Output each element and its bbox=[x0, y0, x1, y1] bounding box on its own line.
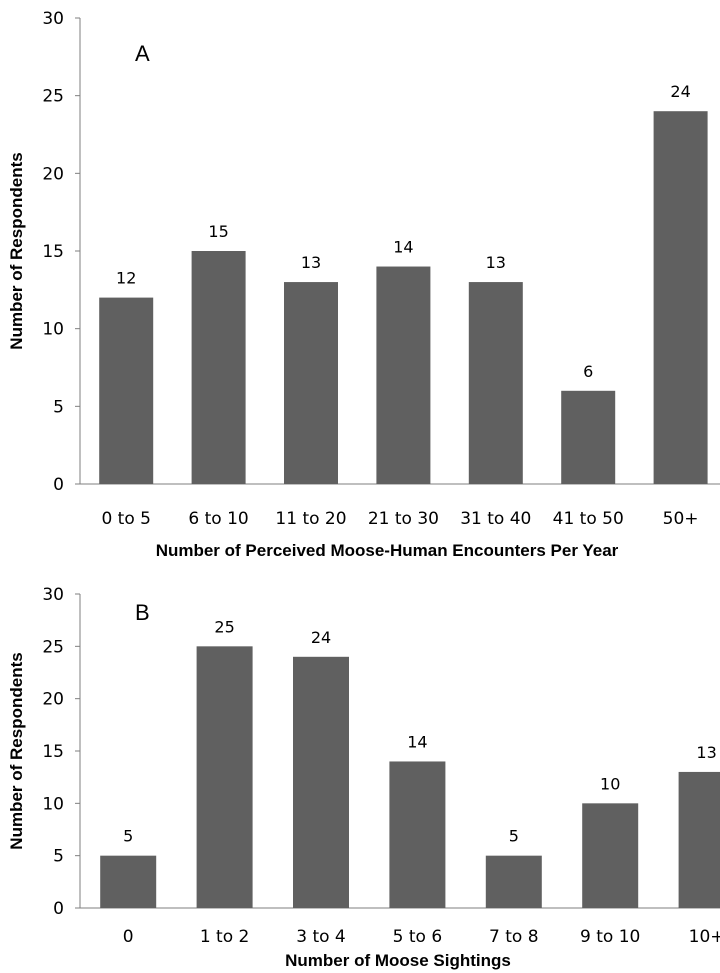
x-tick-label: 1 to 2 bbox=[200, 927, 250, 947]
data-label: 5 bbox=[509, 827, 519, 846]
y-tick-label: 10 bbox=[42, 320, 64, 340]
bar bbox=[468, 282, 523, 484]
chart-b: B 0 5 10 15 20 25 30 0 1 to 2 3 to 4 5 to 6 7 to 8… bbox=[7, 585, 720, 970]
data-label: 14 bbox=[393, 238, 413, 257]
y-tick-label: 20 bbox=[42, 164, 64, 184]
chart-a: A 0 5 10 15 20 25 30 0 to 5 6 to 10 11 to 20 21 t… bbox=[7, 9, 720, 560]
data-label: 6 bbox=[583, 362, 593, 381]
y-tick-label: 15 bbox=[42, 742, 64, 762]
x-tick-label: 6 to 10 bbox=[188, 509, 248, 529]
y-tick-label: 30 bbox=[42, 585, 64, 605]
y-tick-label: 30 bbox=[42, 9, 64, 29]
bar bbox=[389, 761, 446, 908]
bars-b bbox=[100, 646, 720, 908]
x-tick-label: 0 bbox=[123, 927, 134, 947]
bar bbox=[678, 771, 720, 908]
data-label: 10 bbox=[600, 774, 620, 793]
y-tick-label: 5 bbox=[53, 847, 64, 867]
x-tick-label: 11 to 20 bbox=[275, 509, 346, 529]
y-tick-label: 25 bbox=[42, 87, 64, 107]
bar bbox=[191, 251, 246, 484]
x-ticks-b: 0 1 to 2 3 to 4 5 to 6 7 to 8 9 to 10 10+ bbox=[123, 927, 720, 947]
data-label: 14 bbox=[407, 732, 427, 751]
y-tick-label: 0 bbox=[53, 475, 64, 495]
bar bbox=[561, 390, 616, 484]
bar bbox=[284, 282, 338, 484]
y-ticks-a: 0 5 10 15 20 25 30 bbox=[42, 9, 80, 495]
x-tick-label: 0 to 5 bbox=[101, 509, 151, 529]
x-tick-label: 10+ bbox=[689, 927, 720, 947]
data-label: 15 bbox=[208, 222, 228, 241]
bar bbox=[582, 803, 639, 908]
bar bbox=[293, 656, 349, 908]
x-tick-label: 3 to 4 bbox=[296, 927, 346, 947]
x-axis-title-b: Number of Moose Sightings bbox=[285, 951, 511, 970]
x-tick-label: 31 to 40 bbox=[460, 509, 531, 529]
data-label: 5 bbox=[123, 827, 133, 846]
y-tick-label: 10 bbox=[42, 794, 64, 814]
bars-a bbox=[99, 111, 708, 484]
y-ticks-b: 0 5 10 15 20 25 30 bbox=[42, 585, 80, 919]
y-tick-label: 0 bbox=[53, 899, 64, 919]
x-axis-title-a: Number of Perceived Moose-Human Encounte… bbox=[156, 541, 619, 560]
y-axis-title-a: Number of Respondents bbox=[7, 152, 26, 349]
data-label: 13 bbox=[301, 253, 321, 272]
y-tick-label: 25 bbox=[42, 637, 64, 657]
x-ticks-a: 0 to 5 6 to 10 11 to 20 21 to 30 31 to 40 41 … bbox=[101, 509, 698, 529]
data-labels-b: 5 25 24 14 5 10 13 bbox=[123, 617, 717, 845]
data-label: 25 bbox=[214, 617, 234, 636]
bar bbox=[99, 297, 154, 484]
y-tick-label: 20 bbox=[42, 690, 64, 710]
y-tick-label: 15 bbox=[42, 242, 64, 262]
y-tick-label: 5 bbox=[53, 397, 64, 417]
x-tick-label: 5 to 6 bbox=[393, 927, 443, 947]
data-labels-a: 12 15 13 14 13 6 24 bbox=[116, 82, 691, 381]
data-label: 24 bbox=[670, 82, 690, 101]
x-tick-label: 41 to 50 bbox=[553, 509, 624, 529]
data-label: 13 bbox=[696, 743, 716, 762]
x-tick-label: 9 to 10 bbox=[580, 927, 640, 947]
bar bbox=[376, 266, 431, 484]
bar bbox=[653, 111, 708, 484]
bar bbox=[485, 855, 542, 908]
data-label: 12 bbox=[116, 269, 136, 288]
bar bbox=[196, 646, 253, 908]
panel-label-b: B bbox=[135, 600, 150, 625]
data-label: 13 bbox=[486, 253, 506, 272]
bar bbox=[100, 855, 157, 908]
x-tick-label: 21 to 30 bbox=[368, 509, 439, 529]
x-tick-label: 7 to 8 bbox=[489, 927, 539, 947]
x-tick-label: 50+ bbox=[663, 509, 699, 529]
data-label: 24 bbox=[311, 628, 331, 647]
y-axis-title-b: Number of Respondents bbox=[7, 652, 26, 849]
panel-label-a: A bbox=[135, 41, 150, 66]
